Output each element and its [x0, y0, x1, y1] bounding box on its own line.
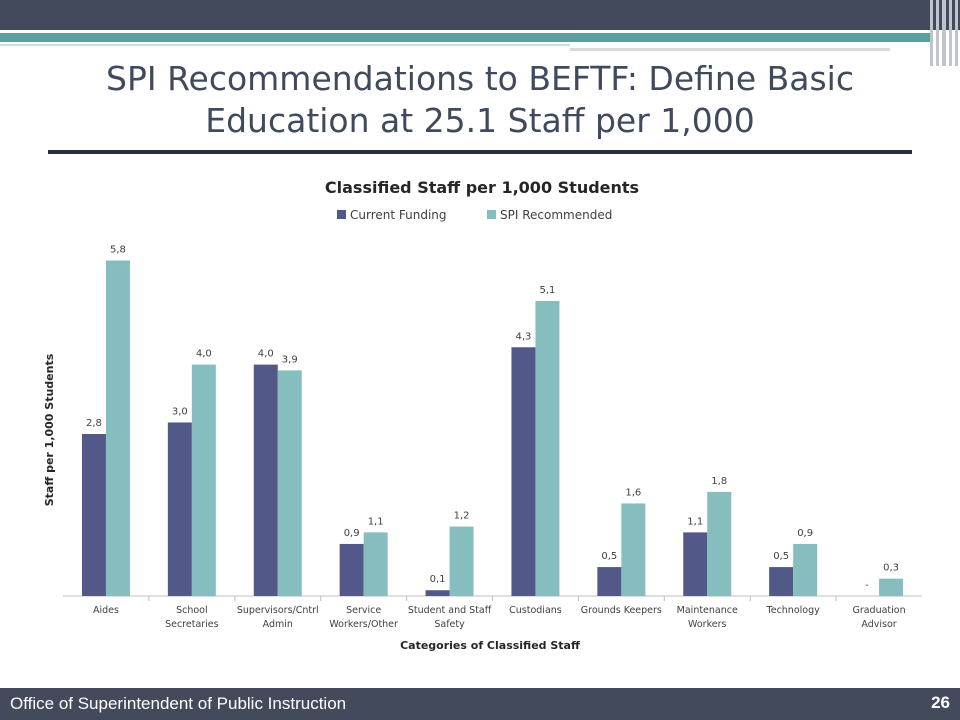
data-label: 5,1 [539, 285, 555, 296]
bar [167, 422, 192, 596]
legend-swatch-spi-recommended [487, 210, 496, 219]
bar [511, 347, 536, 596]
y-axis-label: Staff per 1,000 Students [43, 353, 56, 506]
bar [253, 364, 278, 596]
data-label: 5,8 [110, 244, 126, 255]
data-label: 0,5 [601, 551, 617, 562]
header-accent-stripe [0, 33, 930, 42]
slide-title: SPI Recommendations to BEFTF: Define Bas… [106, 59, 854, 140]
bar [879, 578, 904, 596]
x-tick-label: Admin [263, 619, 293, 630]
x-tick-label: Workers [688, 619, 726, 630]
header-thin-line [0, 44, 570, 46]
data-label: 4,3 [515, 331, 531, 342]
x-tick-label: Workers/Other [329, 619, 398, 630]
bar [597, 567, 622, 596]
x-axis-label: Categories of Classified Staff [400, 639, 580, 652]
header-band [0, 0, 960, 30]
bar [793, 543, 818, 596]
data-label: 0,3 [883, 563, 899, 574]
legend-label-spi-recommended: SPI Recommended [500, 208, 612, 222]
x-tick-label: Grounds Keepers [581, 605, 662, 616]
data-label: 2,8 [86, 418, 102, 429]
bar [449, 526, 474, 596]
x-tick-label: Custodians [509, 605, 562, 616]
data-label: 4,0 [196, 349, 212, 360]
x-tick-label: Student and Staff [408, 605, 492, 616]
bar [105, 260, 130, 596]
bar [277, 370, 302, 596]
data-label: 1,6 [625, 487, 641, 498]
data-label: 0,9 [344, 528, 360, 539]
bar [683, 532, 708, 596]
title-underline [48, 150, 912, 154]
data-label: 0,9 [797, 528, 813, 539]
x-tick-label: Technology [766, 605, 821, 616]
legend-label-current-funding: Current Funding [350, 208, 447, 222]
data-label: 0,5 [773, 551, 789, 562]
bar [621, 503, 646, 596]
header-thin-line-right [570, 48, 890, 51]
x-tick-label: Supervisors/Cntrl [237, 605, 319, 616]
bar [81, 434, 106, 596]
data-label: 3,9 [282, 354, 298, 365]
x-tick-label: Service [346, 605, 381, 616]
x-tick-label: Advisor [861, 619, 896, 630]
x-tick-label: Secretaries [165, 619, 219, 630]
data-label: 1,1 [687, 516, 703, 527]
plot-area: 2,8 5,8 Aides 3,0 4,0 School Secretaries 4,0 3,9… [81, 244, 906, 630]
bar [339, 543, 364, 596]
footer-bar: Office of Superintendent of Public Instr… [0, 688, 960, 720]
x-tick-label: Aides [93, 605, 119, 616]
footer-organization: Office of Superintendent of Public Instr… [10, 694, 347, 713]
data-label: 0,1 [430, 574, 446, 585]
x-tick-label: Graduation [852, 605, 905, 616]
x-tick-label: School [176, 605, 208, 616]
bar [191, 364, 216, 596]
legend-swatch-current-funding [337, 210, 346, 219]
data-label: 1,2 [454, 511, 470, 522]
bar [425, 590, 450, 596]
data-label: 1,1 [368, 516, 384, 527]
data-label: - [865, 580, 869, 591]
bar-chart: Classified Staff per 1,000 Students Curr… [43, 178, 922, 652]
corner-decoration [930, 0, 960, 66]
x-tick-label: Maintenance [677, 605, 738, 616]
chart-title: Classified Staff per 1,000 Students [325, 178, 639, 197]
data-label: 3,0 [172, 406, 188, 417]
data-label: 1,8 [711, 476, 727, 487]
bar [707, 491, 732, 596]
bar [535, 300, 560, 596]
page-number: 26 [931, 693, 950, 712]
bar [363, 532, 388, 596]
x-tick-label: Safety [434, 619, 465, 630]
bar [769, 567, 794, 596]
data-label: 4,0 [258, 349, 274, 360]
